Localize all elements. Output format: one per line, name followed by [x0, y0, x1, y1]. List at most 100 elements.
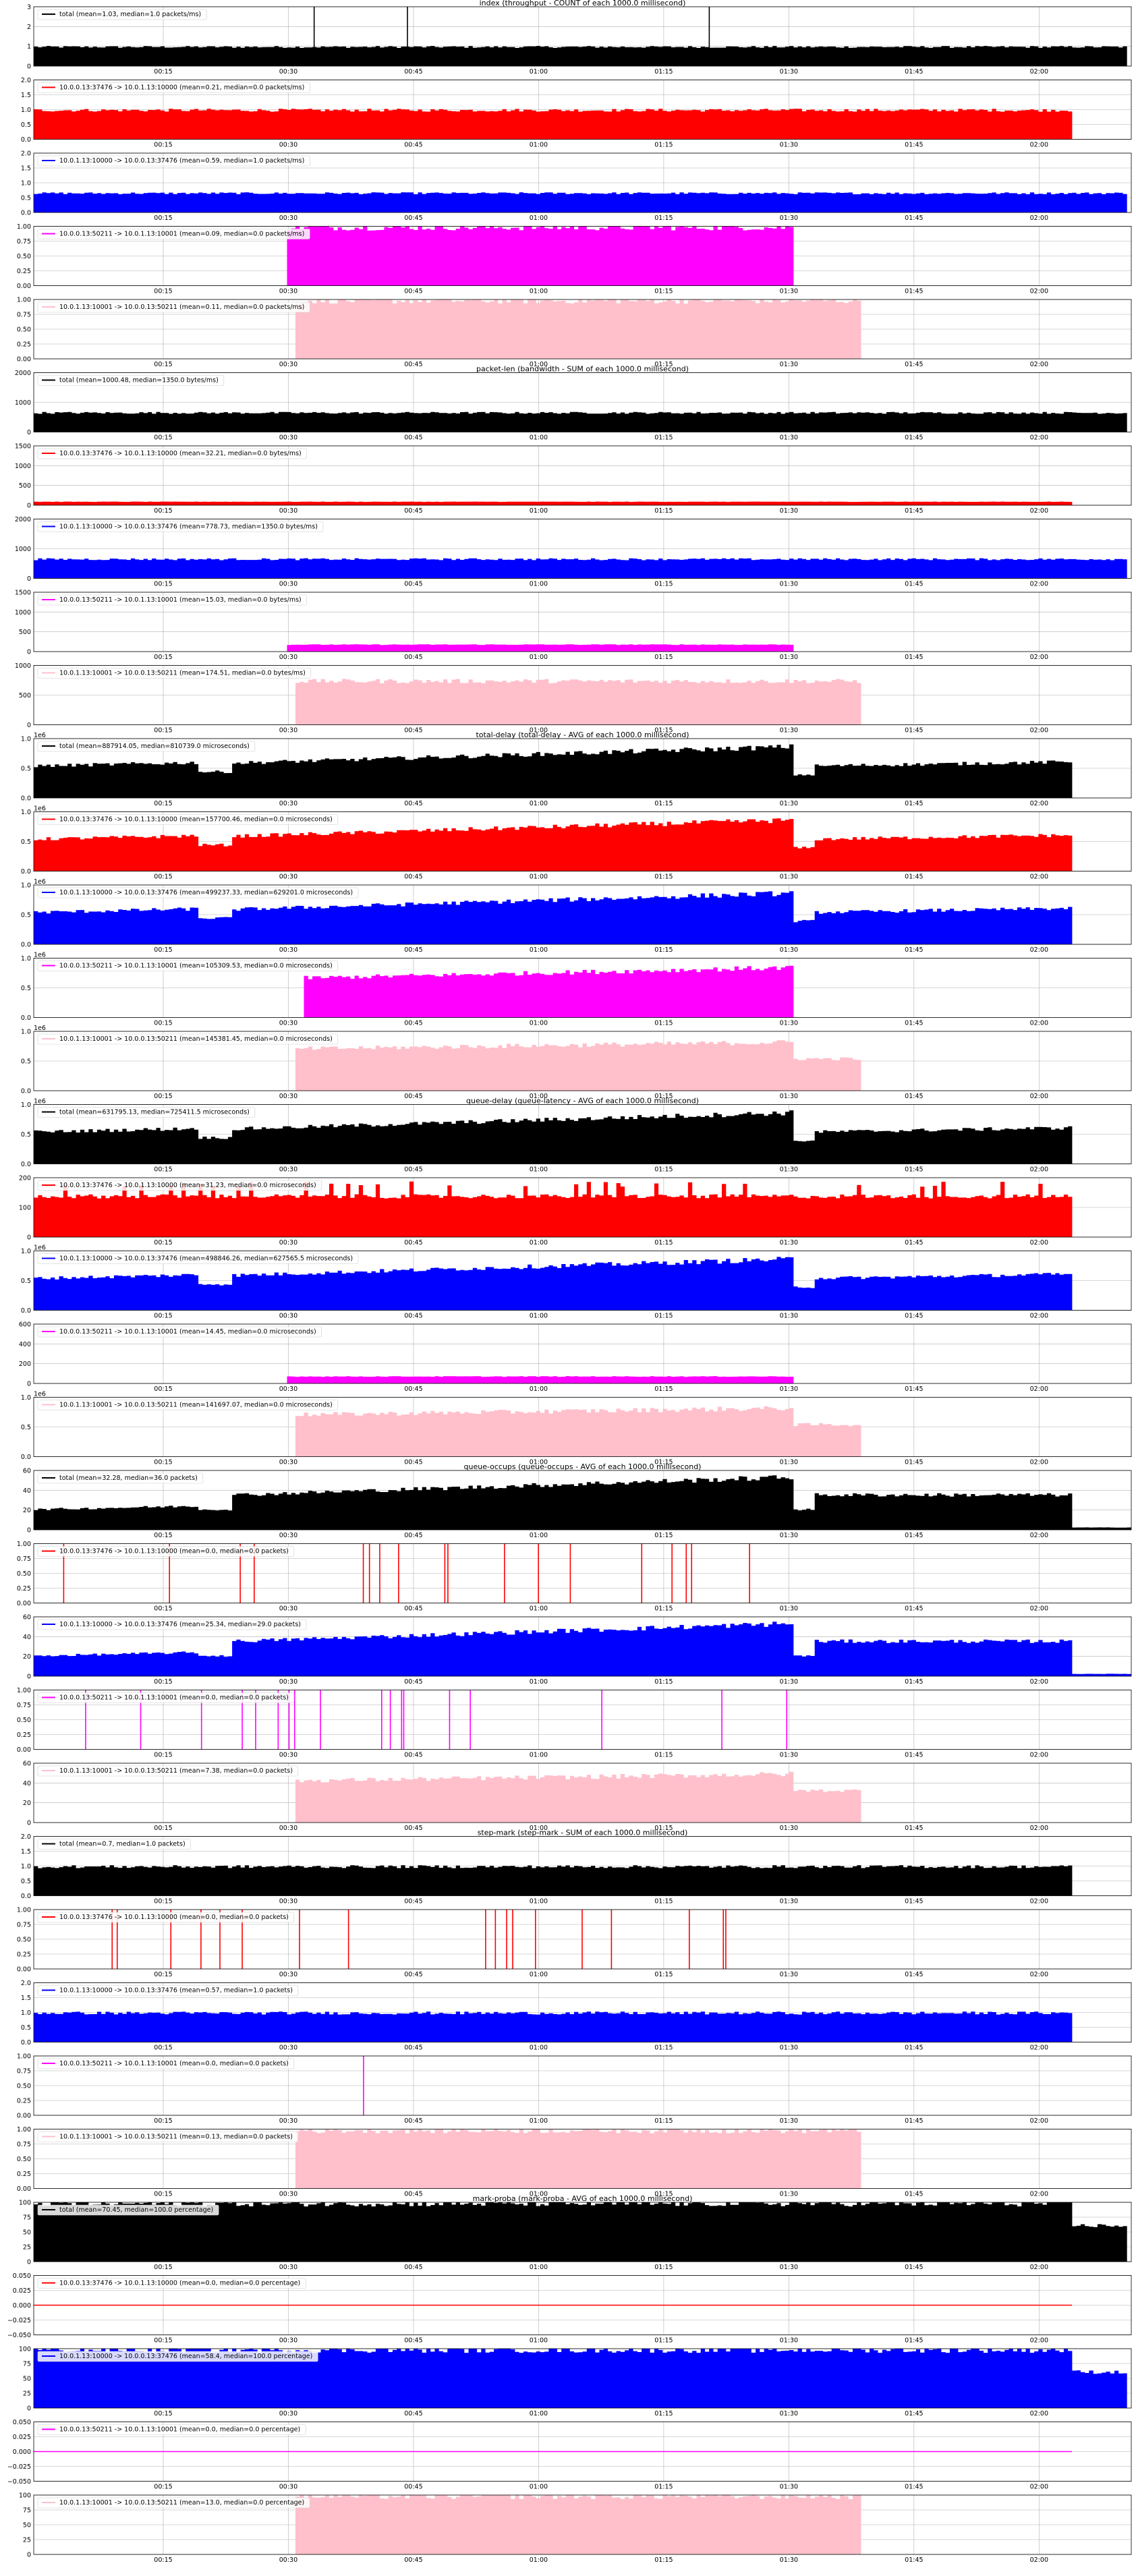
series-bar: [786, 1690, 788, 1750]
x-tick-label: 00:30: [279, 2556, 297, 2564]
x-tick-label: 01:00: [530, 1093, 548, 1100]
series-area: [34, 2202, 1131, 2262]
legend-box: [37, 1546, 295, 1557]
legend: 10.0.0.13:50211 -> 10.0.1.13:10001 (mean…: [37, 594, 308, 606]
x-tick-label: 01:30: [780, 1605, 798, 1613]
y-tick-label: 25: [23, 2537, 31, 2544]
x-tick-label: 01:00: [530, 142, 548, 149]
x-tick-label: 01:15: [654, 2556, 673, 2564]
series-bar: [601, 1690, 602, 1750]
y-tick-label: 1.5: [21, 165, 31, 173]
x-tick-label: 01:30: [780, 800, 798, 807]
axes-frame: [33, 1177, 1132, 1238]
y-tick-label: −0.050: [7, 2478, 31, 2486]
x-tick-label: 01:30: [780, 874, 798, 881]
series-marks: [34, 2349, 1131, 2408]
x-tick-label: 01:30: [780, 727, 798, 735]
x-tick-label: 01:15: [654, 1313, 673, 1320]
y-tick-label: 0.00: [17, 1746, 31, 1754]
x-tick-label: 01:00: [530, 68, 548, 76]
x-tick-label: 01:00: [530, 1678, 548, 1686]
legend-box: [37, 1985, 299, 1996]
x-tick-label: 01:15: [654, 1605, 673, 1613]
y-tick-label: 1.0: [21, 1394, 31, 1402]
x-tick-label: 01:15: [654, 1678, 673, 1686]
series-area: [34, 818, 1131, 871]
x-tick-label: 01:00: [530, 1459, 548, 1466]
y-tick-label: 2.0: [21, 150, 31, 158]
x-tick-label: 01:45: [905, 2191, 923, 2198]
series-bar: [444, 1543, 446, 1603]
x-tick-label: 01:45: [905, 654, 923, 661]
x-tick-label: 00:45: [404, 2410, 422, 2417]
series-bar: [200, 1690, 202, 1750]
series-bar: [277, 1690, 279, 1750]
y-tick-label: 0.5: [21, 195, 31, 202]
panel-title: queue-delay (queue-latency - AVG of each…: [466, 1097, 699, 1106]
y-tick-label: 60: [23, 1761, 31, 1768]
axes-frame: [33, 2275, 1132, 2335]
x-tick-label: 01:15: [654, 654, 673, 661]
y-tick-label: 2000: [15, 370, 31, 377]
y-tick-label: 1.00: [17, 1541, 31, 1548]
y-tick-label: 0.5: [21, 766, 31, 773]
y-tick-label: 0.0: [21, 795, 31, 803]
legend-label: total (mean=1.03, median=1.0 packets/ms): [59, 11, 201, 18]
panel-5: packet-len (bandwidth - SUM of each 1000…: [15, 365, 1132, 442]
x-tick-label: 01:15: [654, 1898, 673, 1906]
offset-label: 1e6: [34, 1098, 46, 1106]
axes-frame: [33, 2494, 1132, 2555]
x-tick-label: 01:30: [780, 507, 798, 515]
x-tick-label: 01:45: [905, 1752, 923, 1759]
x-tick-label: 01:45: [905, 361, 923, 368]
series-marks: [34, 109, 1131, 140]
legend: total (mean=1000.48, median=1350.0 bytes…: [37, 375, 225, 386]
y-tick-label: 0.5: [21, 121, 31, 129]
x-tick-label: 00:45: [404, 1459, 422, 1466]
x-tick-label: 01:15: [654, 142, 673, 149]
y-tick-label: 20: [23, 1653, 31, 1661]
series-marks: [34, 1110, 1131, 1164]
legend-box: [37, 1400, 339, 1410]
y-tick-label: 2.0: [21, 1833, 31, 1841]
x-tick-label: 02:00: [1030, 1752, 1048, 1759]
axes-frame: [33, 519, 1132, 579]
x-tick-label: 01:45: [905, 214, 923, 222]
x-tick-label: 02:00: [1030, 1166, 1048, 1174]
legend-label: 10.0.1.13:10001 -> 10.0.0.13:50211 (mean…: [59, 304, 304, 311]
legend-label: total (mean=631795.13, median=725411.5 m…: [59, 1109, 250, 1116]
legend-box: [37, 448, 308, 459]
x-tick-label: 01:30: [780, 654, 798, 661]
y-tick-label: 1.0: [21, 180, 31, 188]
legend-label: 10.0.0.13:50211 -> 10.0.1.13:10001 (mean…: [59, 2060, 289, 2067]
x-tick-label: 00:45: [404, 1605, 422, 1613]
x-tick-label: 01:15: [654, 2410, 673, 2417]
y-tick-label: 1.5: [21, 92, 31, 99]
y-tick-label: 0.0: [21, 1088, 31, 1095]
x-tick-label: 01:15: [654, 727, 673, 735]
legend: 10.0.1.13:10000 -> 10.0.0.13:37476 (mean…: [37, 887, 359, 898]
y-tick-label: 25: [23, 2391, 31, 2398]
legend-box: [37, 2351, 318, 2362]
x-tick-label: 01:45: [905, 142, 923, 149]
x-tick-label: 00:15: [154, 2264, 172, 2271]
x-tick-label: 00:30: [279, 2044, 297, 2052]
x-tick-label: 01:00: [530, 1825, 548, 1832]
legend: 10.0.0.13:37476 -> 10.0.1.13:10000 (mean…: [37, 1912, 295, 1923]
legend-label: 10.0.1.13:10000 -> 10.0.0.13:37476 (mean…: [59, 157, 304, 165]
legend-box: [37, 741, 256, 752]
legend-box: [37, 1107, 256, 1118]
x-tick-label: 02:00: [1030, 507, 1048, 515]
x-tick-label: 01:30: [780, 2337, 798, 2345]
x-tick-label: 02:00: [1030, 434, 1048, 442]
x-tick-label: 01:15: [654, 288, 673, 295]
legend-label: 10.0.0.13:37476 -> 10.0.1.13:10000 (mean…: [59, 1914, 289, 1921]
panel-13: 0.0 0.5 1.0 1e6 00:15 00:30 00:45 01:00 01:15 01:…: [21, 952, 1132, 1027]
y-tick-label: −0.025: [7, 2463, 31, 2471]
axes-frame: [33, 1909, 1132, 1970]
panel-9: 0 500 1000 00:15 00:30 00:45 01:00 01:15 01:30 01…: [15, 662, 1132, 735]
y-tick-label: −0.025: [7, 2317, 31, 2324]
axes-frame: [33, 1251, 1132, 1311]
y-tick-label: 0.00: [17, 2185, 31, 2193]
x-tick-label: 00:30: [279, 946, 297, 954]
